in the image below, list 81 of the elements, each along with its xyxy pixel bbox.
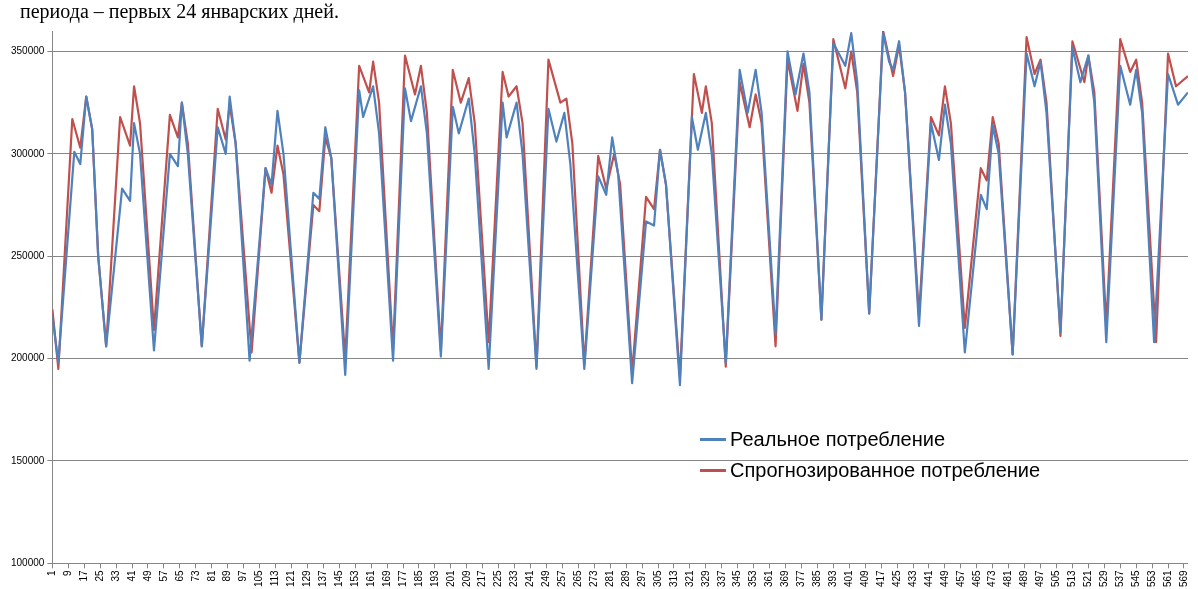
x-tick-label: 337 bbox=[715, 569, 727, 587]
x-tick-label: 289 bbox=[619, 569, 631, 587]
x-tick-label: 25 bbox=[93, 569, 105, 582]
y-tick-label: 200000 bbox=[10, 352, 45, 364]
y-tick-label: 350000 bbox=[10, 45, 45, 57]
x-tick-label: 257 bbox=[556, 569, 568, 587]
x-tick-label: 89 bbox=[221, 569, 233, 582]
x-tick-label: 137 bbox=[317, 569, 329, 587]
x-tick-label: 489 bbox=[1018, 569, 1030, 587]
legend-label: Спрогнозированное потребление bbox=[730, 459, 1041, 482]
legend-label: Реальное потребление bbox=[730, 428, 946, 451]
x-tick-label: 9 bbox=[62, 569, 74, 576]
x-tick-label: 321 bbox=[683, 569, 695, 587]
x-tick-label: 153 bbox=[348, 569, 360, 587]
y-tick-label: 100000 bbox=[10, 557, 45, 569]
x-tick-label: 161 bbox=[364, 569, 376, 587]
x-tick-label: 313 bbox=[667, 569, 679, 587]
x-tick-label: 201 bbox=[444, 569, 456, 587]
x-tick-label: 241 bbox=[524, 569, 536, 587]
x-tick-label: 217 bbox=[476, 569, 488, 587]
x-tick-label: 329 bbox=[699, 569, 711, 587]
x-tick-label: 281 bbox=[603, 569, 615, 587]
x-tick-label: 17 bbox=[78, 569, 89, 582]
x-tick-label: 177 bbox=[396, 569, 408, 587]
x-tick-label: 113 bbox=[269, 569, 281, 587]
x-tick-label: 265 bbox=[572, 569, 584, 587]
x-tick-label: 377 bbox=[795, 569, 807, 587]
x-tick-label: 73 bbox=[189, 569, 201, 582]
x-tick-label: 233 bbox=[508, 569, 520, 587]
x-tick-label: 345 bbox=[731, 569, 743, 587]
x-tick-label: 521 bbox=[1082, 569, 1094, 587]
x-tick-label: 209 bbox=[460, 569, 472, 587]
x-tick-label: 1 bbox=[46, 569, 58, 576]
x-tick-label: 513 bbox=[1066, 569, 1078, 587]
x-tick-label: 297 bbox=[635, 569, 647, 587]
x-tick-label: 425 bbox=[890, 569, 902, 587]
x-tick-label: 305 bbox=[651, 569, 663, 587]
x-tick-label: 273 bbox=[588, 569, 600, 587]
x-tick-label: 441 bbox=[922, 569, 934, 587]
x-tick-label: 457 bbox=[954, 569, 966, 587]
x-tick-label: 473 bbox=[986, 569, 998, 587]
y-tick-label: 250000 bbox=[10, 249, 45, 261]
x-tick-label: 561 bbox=[1161, 569, 1173, 587]
x-tick-label: 409 bbox=[858, 569, 870, 587]
x-tick-label: 49 bbox=[141, 569, 153, 582]
x-tick-label: 545 bbox=[1129, 569, 1141, 587]
x-tick-label: 529 bbox=[1098, 569, 1110, 587]
x-tick-label: 145 bbox=[333, 569, 345, 587]
x-tick-label: 369 bbox=[779, 569, 791, 587]
x-tick-label: 417 bbox=[874, 569, 886, 587]
x-tick-label: 169 bbox=[380, 569, 392, 587]
x-tick-label: 129 bbox=[301, 569, 313, 587]
y-tick-label: 150000 bbox=[10, 454, 45, 466]
x-tick-label: 505 bbox=[1050, 569, 1062, 587]
x-tick-label: 497 bbox=[1034, 569, 1046, 587]
x-tick-label: 481 bbox=[1002, 569, 1014, 587]
x-tick-label: 569 bbox=[1177, 569, 1189, 587]
x-tick-label: 225 bbox=[492, 569, 504, 587]
x-tick-label: 353 bbox=[747, 569, 759, 587]
x-tick-label: 97 bbox=[237, 569, 249, 582]
x-tick-label: 33 bbox=[109, 569, 121, 582]
x-tick-label: 121 bbox=[285, 569, 297, 587]
x-tick-label: 401 bbox=[843, 569, 855, 587]
x-tick-label: 65 bbox=[173, 569, 185, 582]
x-tick-label: 105 bbox=[253, 569, 265, 587]
x-tick-label: 465 bbox=[970, 569, 982, 587]
x-tick-label: 385 bbox=[811, 569, 823, 587]
x-tick-label: 553 bbox=[1145, 569, 1157, 587]
y-tick-label: 300000 bbox=[10, 147, 45, 159]
x-tick-label: 41 bbox=[125, 569, 137, 582]
x-tick-label: 185 bbox=[412, 569, 424, 587]
x-tick-label: 537 bbox=[1113, 569, 1125, 587]
x-tick-label: 449 bbox=[938, 569, 950, 587]
x-tick-label: 193 bbox=[428, 569, 440, 587]
x-tick-label: 57 bbox=[157, 569, 169, 582]
x-tick-label: 393 bbox=[827, 569, 839, 587]
x-tick-label: 433 bbox=[906, 569, 918, 587]
chart-title: периода – первых 24 январских дней. bbox=[20, 0, 339, 22]
x-tick-label: 361 bbox=[763, 569, 775, 587]
x-tick-label: 81 bbox=[205, 569, 217, 582]
x-tick-label: 249 bbox=[540, 569, 552, 587]
